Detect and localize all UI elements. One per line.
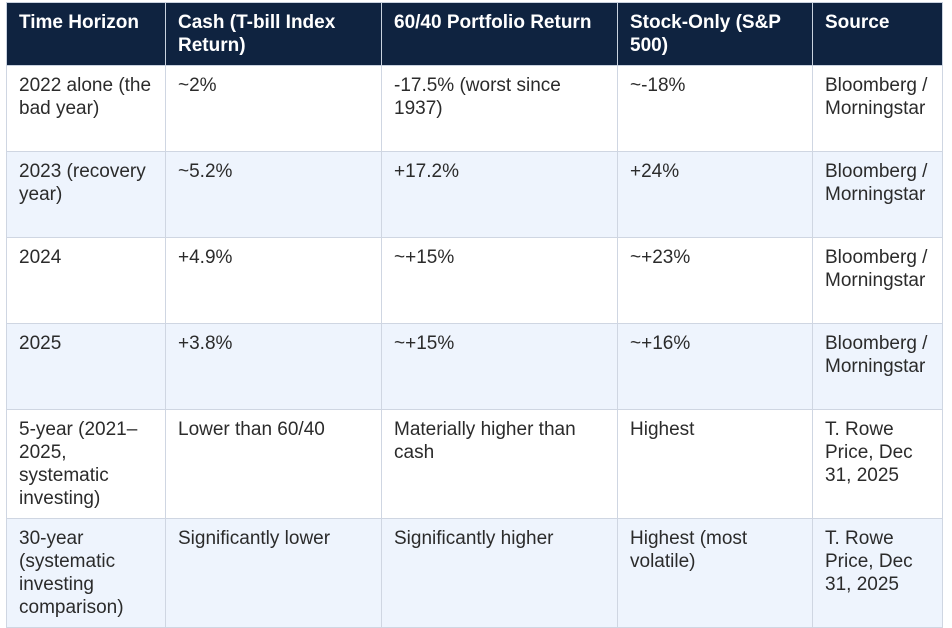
header-source: Source <box>812 2 943 66</box>
table-row: 2022 alone (the bad year) ~2% -17.5% (wo… <box>6 65 943 152</box>
cell-60-40: ~+15% <box>381 323 618 410</box>
header-time-horizon: Time Horizon <box>6 2 166 66</box>
table-row: 2023 (recovery year) ~5.2% +17.2% +24% B… <box>6 151 943 238</box>
table-row: 5-year (2021–2025, systematic investing)… <box>6 409 943 519</box>
cell-source: Bloomberg / Morningstar <box>812 65 943 152</box>
cell-source: T. Rowe Price, Dec 31, 2025 <box>812 409 943 519</box>
cell-60-40: -17.5% (worst since 1937) <box>381 65 618 152</box>
cell-cash: +4.9% <box>165 237 382 324</box>
cell-time-horizon: 5-year (2021–2025, systematic investing) <box>6 409 166 519</box>
cell-time-horizon: 30-year (systematic investing comparison… <box>6 518 166 628</box>
table-body: 2022 alone (the bad year) ~2% -17.5% (wo… <box>6 65 943 628</box>
cell-cash: Significantly lower <box>165 518 382 628</box>
returns-comparison-table: Time Horizon Cash (T-bill Index Return) … <box>6 2 943 628</box>
cell-cash: +3.8% <box>165 323 382 410</box>
cell-stock-only: ~+23% <box>617 237 813 324</box>
header-cash: Cash (T-bill Index Return) <box>165 2 382 66</box>
cell-cash: ~2% <box>165 65 382 152</box>
cell-source: Bloomberg / Morningstar <box>812 237 943 324</box>
cell-source: T. Rowe Price, Dec 31, 2025 <box>812 518 943 628</box>
cell-time-horizon: 2023 (recovery year) <box>6 151 166 238</box>
cell-stock-only: +24% <box>617 151 813 238</box>
cell-60-40: Significantly higher <box>381 518 618 628</box>
table-header: Time Horizon Cash (T-bill Index Return) … <box>6 2 943 66</box>
cell-cash: ~5.2% <box>165 151 382 238</box>
header-60-40-portfolio: 60/40 Portfolio Return <box>381 2 618 66</box>
table-row: 30-year (systematic investing comparison… <box>6 518 943 628</box>
cell-cash: Lower than 60/40 <box>165 409 382 519</box>
cell-60-40: ~+15% <box>381 237 618 324</box>
cell-stock-only: Highest (most volatile) <box>617 518 813 628</box>
cell-stock-only: ~-18% <box>617 65 813 152</box>
cell-time-horizon: 2024 <box>6 237 166 324</box>
cell-stock-only: Highest <box>617 409 813 519</box>
cell-source: Bloomberg / Morningstar <box>812 151 943 238</box>
header-row: Time Horizon Cash (T-bill Index Return) … <box>6 2 943 66</box>
cell-60-40: +17.2% <box>381 151 618 238</box>
cell-time-horizon: 2025 <box>6 323 166 410</box>
cell-60-40: Materially higher than cash <box>381 409 618 519</box>
cell-stock-only: ~+16% <box>617 323 813 410</box>
table-row: 2024 +4.9% ~+15% ~+23% Bloomberg / Morni… <box>6 237 943 324</box>
header-stock-only: Stock-Only (S&P 500) <box>617 2 813 66</box>
cell-source: Bloomberg / Morningstar <box>812 323 943 410</box>
cell-time-horizon: 2022 alone (the bad year) <box>6 65 166 152</box>
table-row: 2025 +3.8% ~+15% ~+16% Bloomberg / Morni… <box>6 323 943 410</box>
